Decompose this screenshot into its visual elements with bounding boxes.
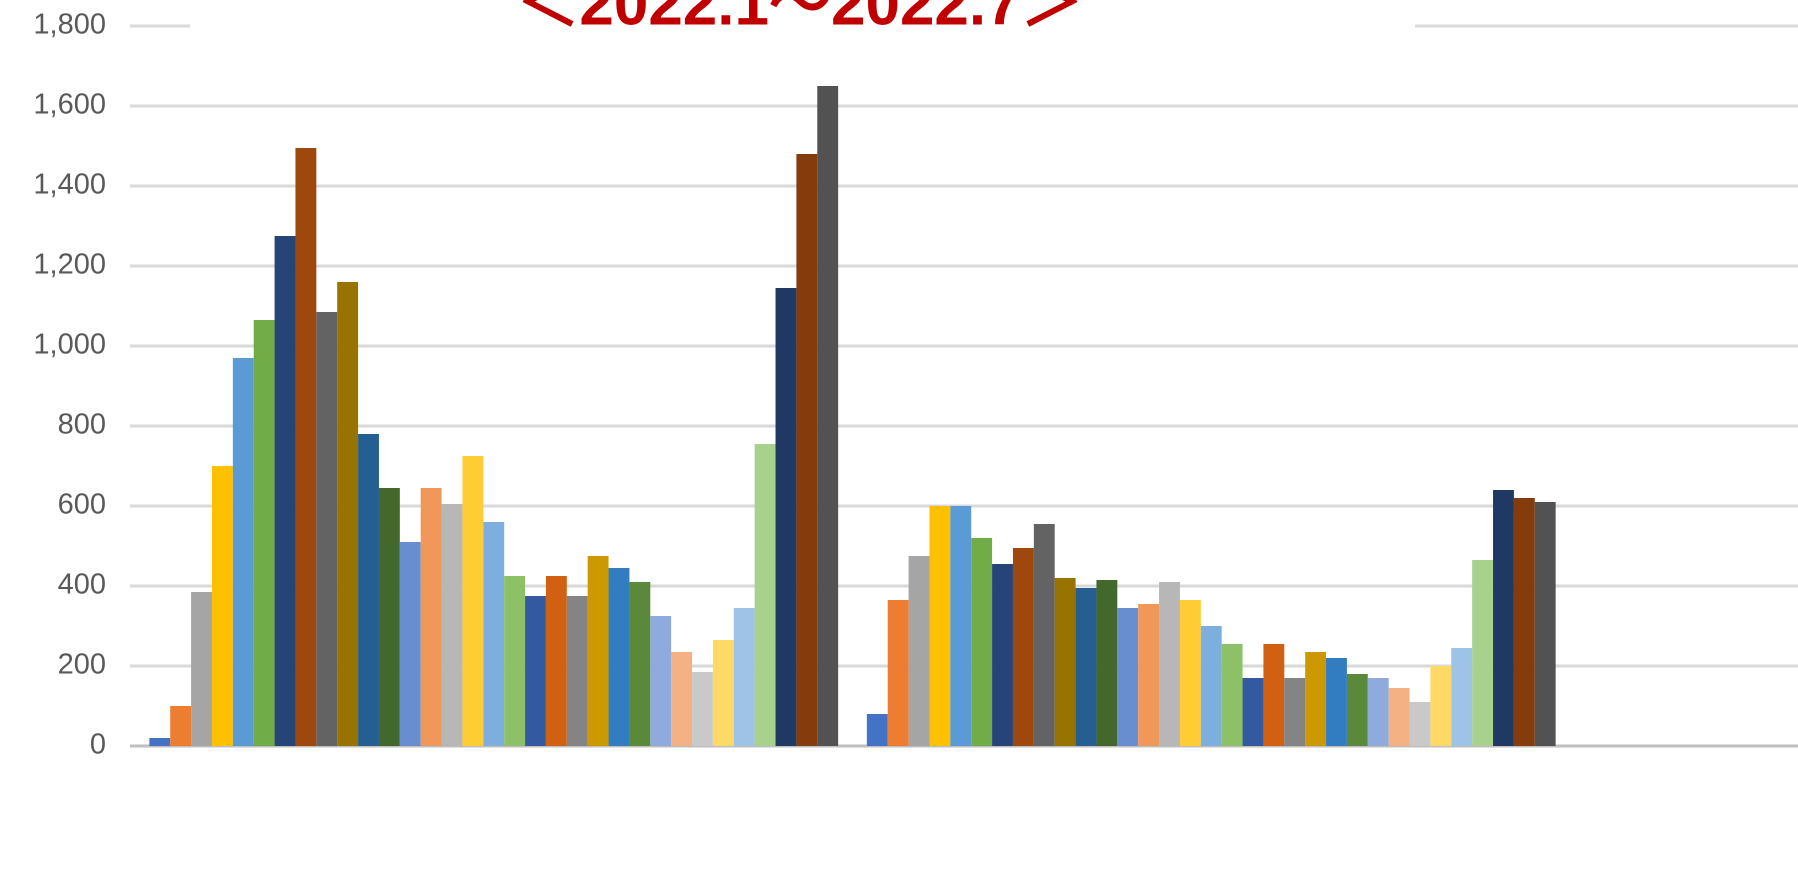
bar bbox=[1367, 678, 1389, 746]
bar bbox=[441, 504, 463, 746]
y-tick-label: 1,200 bbox=[33, 249, 106, 281]
bar bbox=[733, 608, 755, 746]
bar bbox=[1075, 588, 1097, 746]
bar bbox=[992, 564, 1013, 746]
bar bbox=[358, 434, 379, 746]
bar bbox=[929, 506, 951, 746]
bar bbox=[462, 456, 484, 746]
y-tick-label: 1,600 bbox=[33, 89, 106, 121]
y-tick-label: 1,400 bbox=[33, 169, 106, 201]
bar bbox=[1451, 648, 1473, 746]
bar bbox=[1513, 498, 1535, 746]
bar bbox=[253, 320, 275, 746]
bar bbox=[817, 86, 839, 746]
bar bbox=[1409, 702, 1431, 746]
bar bbox=[420, 488, 442, 746]
bar bbox=[908, 556, 930, 746]
bar bbox=[1242, 678, 1264, 746]
bar bbox=[587, 556, 609, 746]
bar bbox=[274, 236, 296, 746]
y-tick-label: 0 bbox=[90, 729, 106, 761]
bar bbox=[1263, 644, 1285, 746]
bar bbox=[191, 592, 212, 746]
bar bbox=[971, 538, 993, 746]
bar bbox=[775, 288, 797, 746]
bar bbox=[170, 706, 192, 746]
bar bbox=[692, 672, 713, 746]
bar bbox=[950, 506, 972, 746]
bar bbox=[1472, 560, 1494, 746]
bar bbox=[712, 640, 734, 746]
bar bbox=[650, 616, 672, 746]
bar bbox=[1493, 490, 1514, 746]
bar bbox=[545, 576, 567, 746]
bar bbox=[1326, 658, 1347, 746]
bar bbox=[1284, 678, 1306, 746]
bar bbox=[1430, 666, 1452, 746]
bar bbox=[316, 312, 338, 746]
bar bbox=[1534, 502, 1556, 746]
plot-area: 0 200 400 600 800 1,000 1,200 1,400 1,600 1,800 bbox=[33, 9, 1798, 761]
bar bbox=[866, 714, 888, 746]
bar bbox=[504, 576, 526, 746]
bar bbox=[1221, 644, 1243, 746]
bar bbox=[1305, 652, 1327, 746]
bar bbox=[887, 600, 909, 746]
bar bbox=[1138, 604, 1160, 746]
bar bbox=[295, 148, 317, 746]
bar bbox=[671, 652, 693, 746]
bar bbox=[483, 522, 505, 746]
chart-title: ＜2022.1～2022.7＞ bbox=[517, 0, 1082, 38]
bar bbox=[149, 738, 171, 746]
y-tick-label: 200 bbox=[58, 649, 106, 681]
bar bbox=[337, 282, 359, 746]
y-tick-label: 1,800 bbox=[33, 9, 106, 41]
bar bbox=[1200, 626, 1222, 746]
bar bbox=[754, 444, 776, 746]
bar bbox=[608, 568, 630, 746]
bar bbox=[232, 358, 254, 746]
bar bbox=[378, 488, 400, 746]
bar bbox=[525, 596, 546, 746]
bar bbox=[1033, 524, 1055, 746]
bar bbox=[1054, 578, 1076, 746]
bar bbox=[566, 596, 588, 746]
bar bbox=[1117, 608, 1139, 746]
y-tick-label: 400 bbox=[58, 569, 106, 601]
bar bbox=[629, 582, 651, 746]
bar bbox=[211, 466, 233, 746]
bar bbox=[1096, 580, 1118, 746]
bar bbox=[796, 154, 818, 746]
y-tick-label: 1,000 bbox=[33, 329, 106, 361]
bar bbox=[1388, 688, 1410, 746]
bar bbox=[1159, 582, 1180, 746]
bar bbox=[1179, 600, 1201, 746]
bar bbox=[399, 542, 421, 746]
y-tick-label: 800 bbox=[58, 409, 106, 441]
bar bbox=[1012, 548, 1034, 746]
bar bbox=[1346, 674, 1368, 746]
y-tick-label: 600 bbox=[58, 489, 106, 521]
title-background bbox=[190, 0, 1415, 50]
